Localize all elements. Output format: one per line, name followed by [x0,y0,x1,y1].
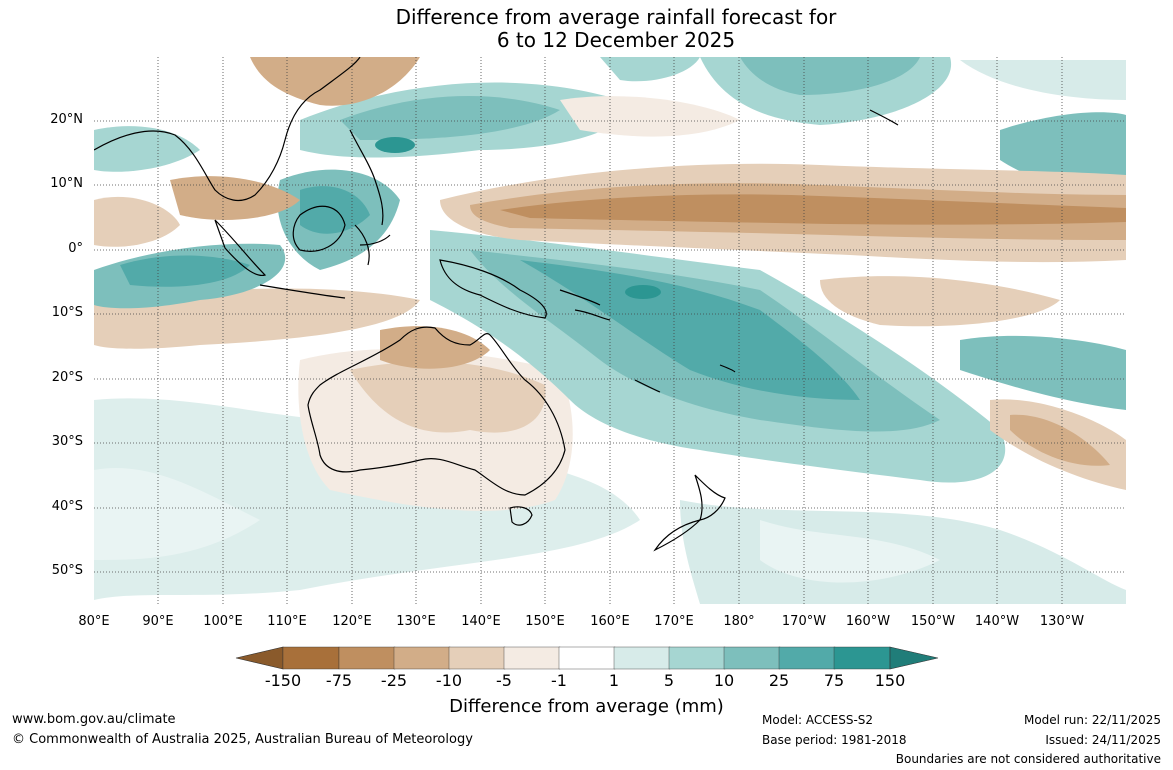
graticule [94,57,1126,604]
colorbar-swatch [613,646,671,670]
colorbar-tick-label: -25 [380,671,408,690]
colorbar-tick-label: -5 [496,671,512,690]
colorbar-tick-label: 10 [713,671,735,690]
lon-label: 150°W [910,614,956,629]
lat-label: 20°S [51,370,83,385]
model-run-date: Model run: 22/11/2025 [1023,713,1161,727]
lon-label: 130°W [1039,614,1085,629]
lon-label: 160°W [845,614,891,629]
lon-label: 80°E [78,614,110,629]
issued-date: Issued: 24/11/2025 [1045,733,1161,747]
tasmania-coastline [509,506,533,526]
colorbar-tick-label: -1 [551,671,567,690]
sulawesi-coastline [354,224,391,266]
lat-label: 10°S [51,305,83,320]
solomon-islands [559,289,611,321]
borneo-coastline [292,205,346,252]
colorbar-swatch [448,646,506,670]
lat-label: 30°S [51,434,83,449]
colorbar-swatch [668,646,726,670]
colorbar-tick-label: 5 [663,671,675,690]
website-link[interactable]: www.bom.gov.au/climate [12,712,176,727]
lon-label: 140°E [461,614,501,629]
lat-label: 0° [68,241,83,256]
lon-label: 180° [723,614,755,629]
colorbar-tick-label: -150 [264,671,302,690]
base-period: Base period: 1981-2018 [762,733,907,747]
java-coastline [259,284,346,299]
philippines-coastline [349,129,384,226]
colorbar-swatch [338,646,396,670]
copyright-notice: © Commonwealth of Australia 2025, Austra… [12,732,473,747]
colorbar [235,646,939,670]
colorbar-tick-label: -75 [325,671,353,690]
vanuatu-fiji [634,364,736,393]
colorbar-tick-label: 1 [608,671,620,690]
colorbar-high-arrow [889,646,939,670]
lon-label: 150°E [525,614,565,629]
map-title-line-1: Difference from average rainfall forecas… [395,5,837,29]
colorbar-tick-label: -10 [435,671,463,690]
lon-label: 120°E [332,614,372,629]
colorbar-swatch [778,646,836,670]
lon-label: 160°E [590,614,630,629]
colorbar-tick-label: 150 [874,671,906,690]
sumatra-coastline [214,219,267,276]
new-zealand-north [694,474,726,521]
colorbar-swatch [723,646,781,670]
lon-label: 90°E [142,614,174,629]
lat-label: 40°S [51,499,83,514]
asia-coastline [94,57,361,202]
model-name: Model: ACCESS-S2 [762,713,874,727]
boundaries-disclaimer: Boundaries are not considered authoritat… [895,752,1161,766]
lat-label: 10°N [50,176,83,191]
colorbar-swatch [833,646,891,670]
colorbar-low-arrow [235,646,284,670]
coastlines [94,57,899,552]
lon-label: 100°E [203,614,243,629]
new-zealand-south [653,518,702,552]
lon-label: 130°E [396,614,436,629]
colorbar-title: Difference from average (mm) [449,696,724,717]
lon-label: 110°E [267,614,307,629]
colorbar-swatch [393,646,451,670]
colorbar-swatch [282,646,340,670]
lon-label: 140°W [974,614,1020,629]
lon-label: 170°E [654,614,694,629]
lat-label: 50°S [51,563,83,578]
lon-label: 170°W [781,614,827,629]
colorbar-tick-label: 75 [823,671,845,690]
rainfall-anomaly-field [94,57,1126,604]
colorbar-tick-label: 25 [768,671,790,690]
hawaii [869,109,899,126]
lat-label: 20°N [50,112,83,127]
map-title-line-2: 6 to 12 December 2025 [496,28,736,52]
australia-coastline [307,326,566,496]
colorbar-swatch [558,646,616,670]
new-guinea-coastline [439,259,547,319]
colorbar-swatch [503,646,561,670]
